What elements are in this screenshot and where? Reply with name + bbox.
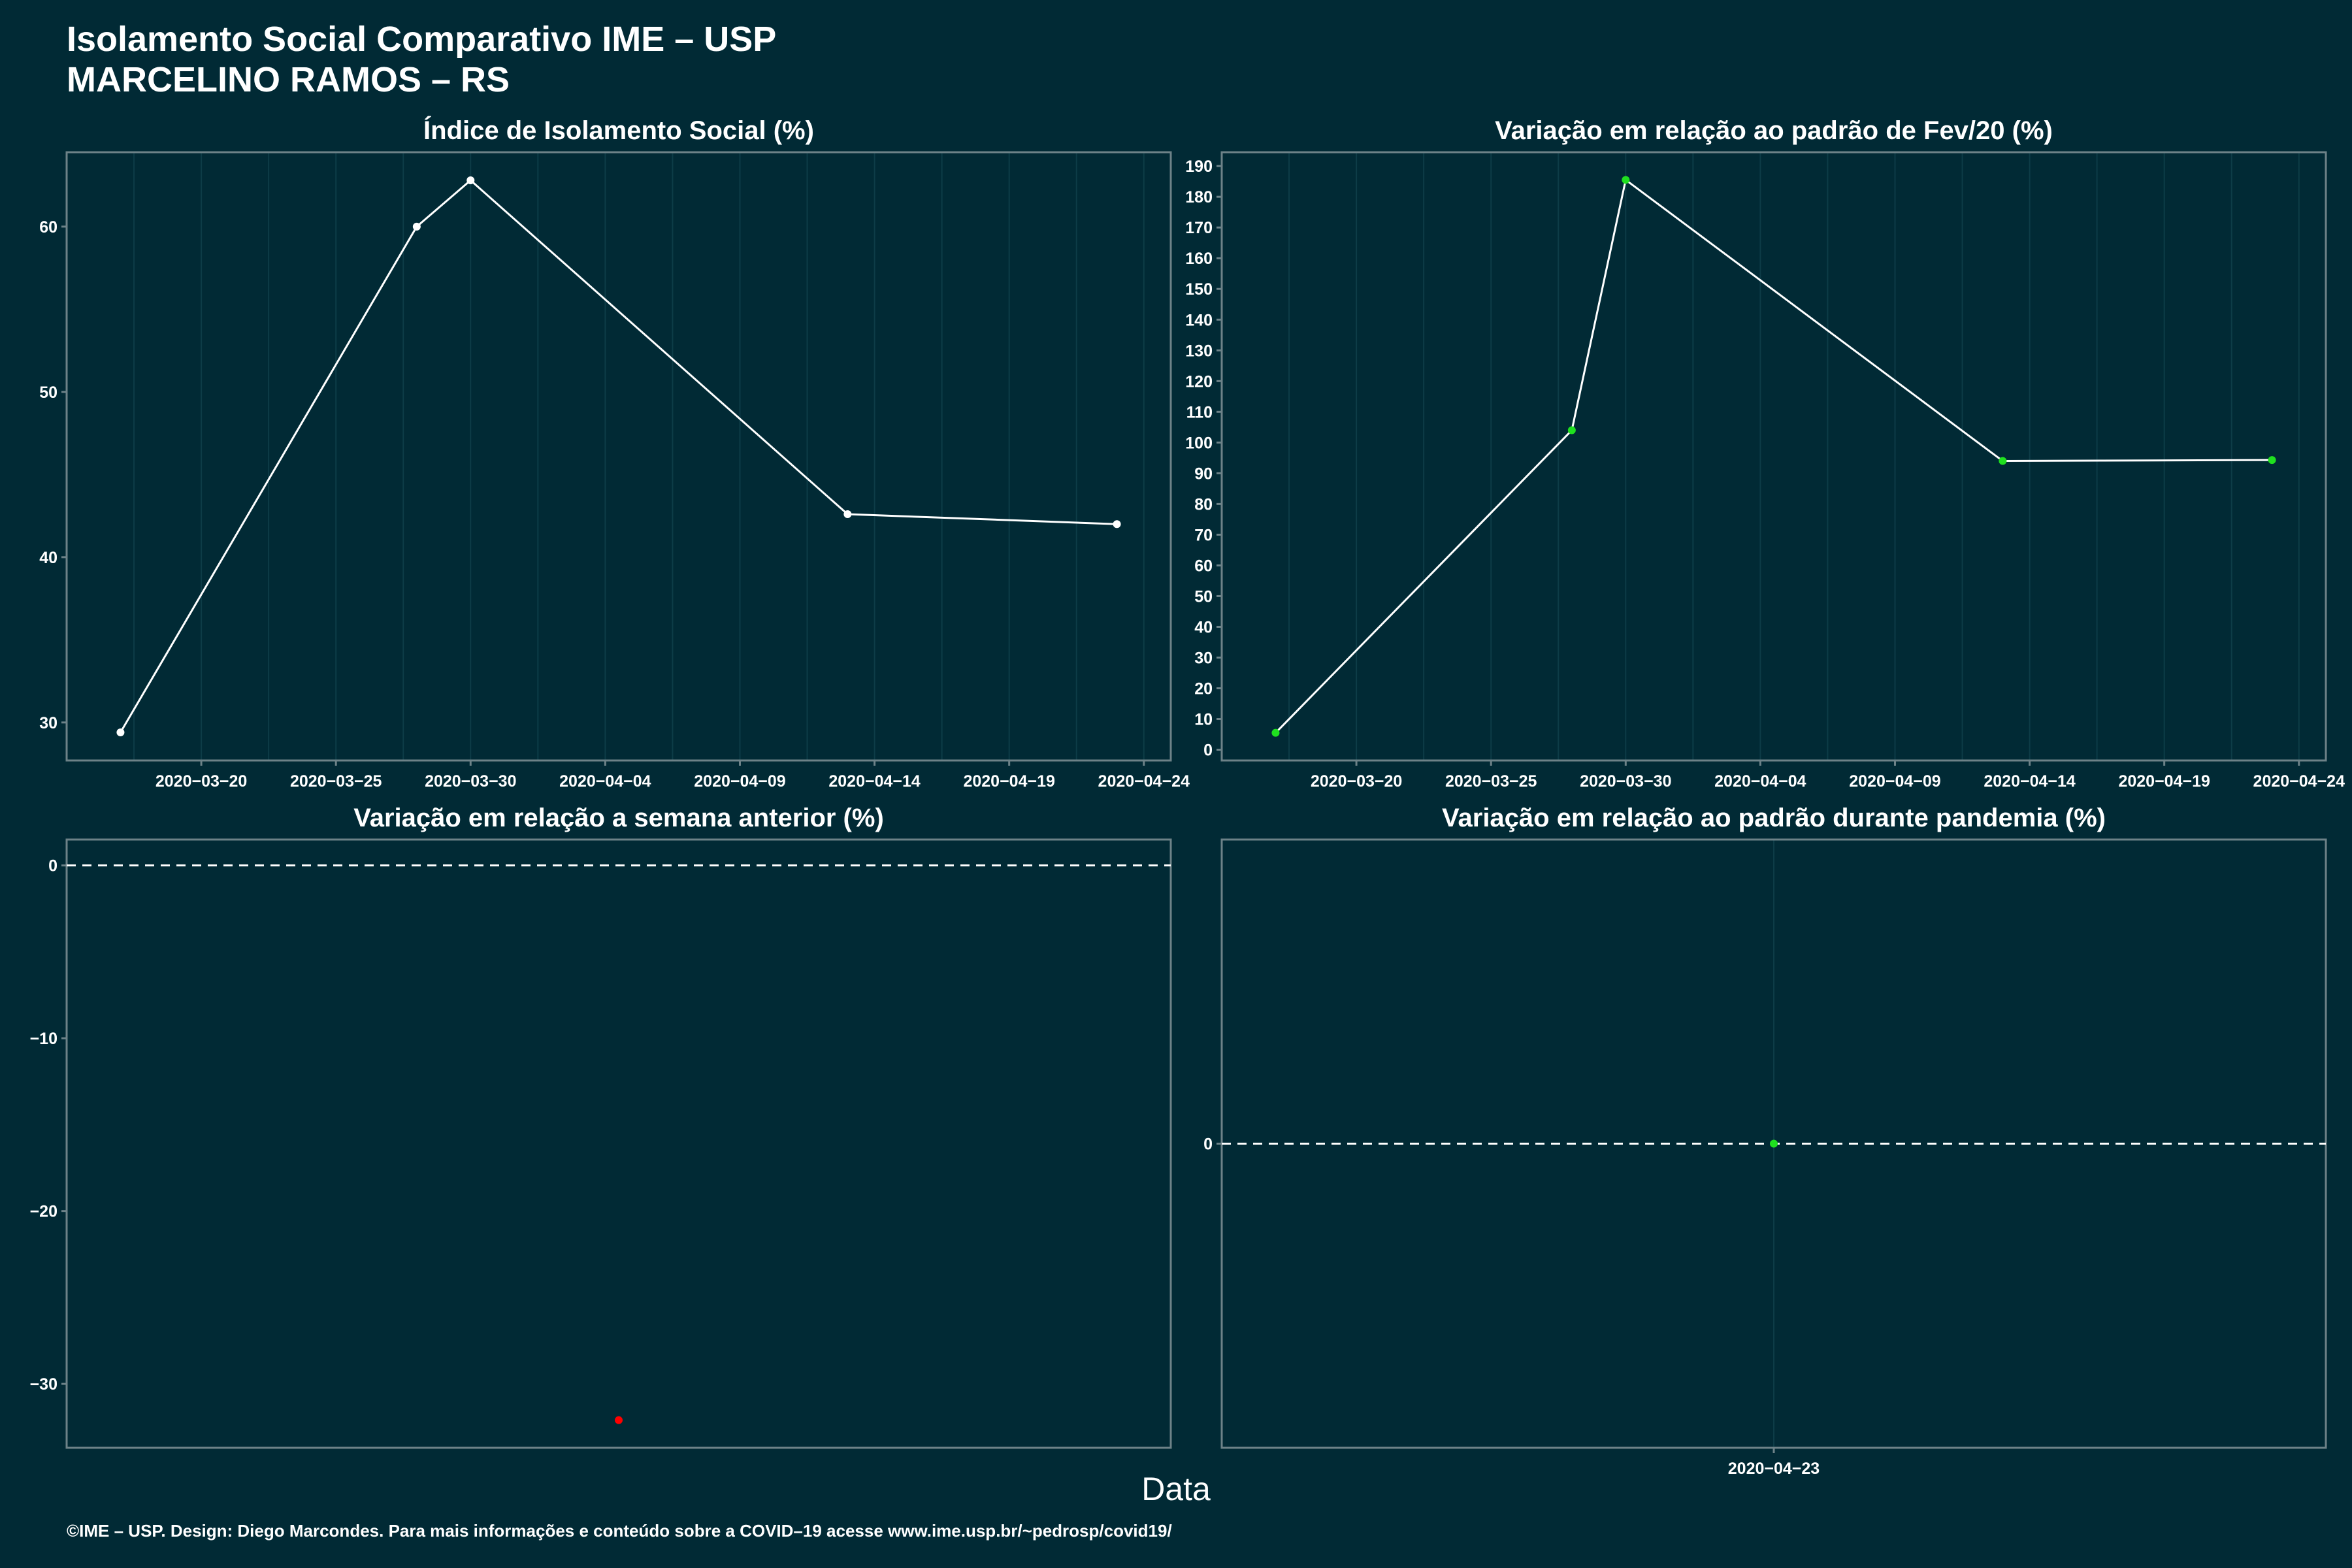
data-point xyxy=(2268,456,2276,465)
y-tick-label: 20 xyxy=(1194,680,1213,698)
y-tick-label: 140 xyxy=(1185,311,1213,329)
x-tick-label: 2020−03−20 xyxy=(1311,772,1402,791)
y-tick-label: 10 xyxy=(1194,711,1213,729)
data-point xyxy=(1271,728,1280,737)
x-tick-label: 2020−04−24 xyxy=(1098,772,1190,791)
y-tick-label: 110 xyxy=(1186,403,1213,421)
y-tick-label: 80 xyxy=(1194,495,1213,514)
data-point xyxy=(1999,457,2007,465)
x-tick-label: 2020−04−14 xyxy=(828,772,921,791)
y-tick-label: 30 xyxy=(1194,649,1213,667)
y-tick-label: 40 xyxy=(1194,618,1213,636)
panel-frame xyxy=(1220,151,2327,762)
x-tick-label: 2020−04−23 xyxy=(1728,1460,1820,1478)
x-tick-label: 2020−04−19 xyxy=(2118,772,2210,791)
x-tick-label: 2020−04−24 xyxy=(2253,772,2345,791)
y-tick-label: 70 xyxy=(1194,526,1213,544)
y-tick-label: 130 xyxy=(1185,342,1213,360)
x-tick-label: 2020−03−25 xyxy=(1445,772,1537,791)
y-tick-label: −10 xyxy=(30,1030,57,1048)
x-tick-label: 2020−04−04 xyxy=(559,772,651,791)
data-point xyxy=(466,176,475,185)
x-tick-label: 2020−03−25 xyxy=(290,772,382,791)
series-line xyxy=(120,179,1117,733)
x-tick-label: 2020−03−30 xyxy=(425,772,516,791)
data-point xyxy=(412,222,421,231)
y-tick-label: 170 xyxy=(1185,219,1213,237)
y-tick-label: 90 xyxy=(1194,465,1213,483)
panel-frame xyxy=(65,151,1172,762)
x-tick-label: 2020−04−09 xyxy=(694,772,785,791)
panel-title: Variação em relação a semana anterior (%… xyxy=(353,804,884,832)
y-tick-label: 50 xyxy=(1194,587,1213,606)
y-tick-label: 60 xyxy=(1194,557,1213,575)
x-tick-label: 2020−04−09 xyxy=(1849,772,1940,791)
footer-credits: ©IME – USP. Design: Diego Marcondes. Par… xyxy=(67,1521,1172,1541)
data-point xyxy=(843,510,852,519)
y-tick-label: 0 xyxy=(1203,742,1213,760)
y-tick-label: 180 xyxy=(1185,188,1213,206)
data-point xyxy=(116,728,125,736)
y-tick-label: 0 xyxy=(48,857,57,875)
panel-isolamento: Índice de Isolamento Social (%) 30 40 50 60 2… xyxy=(39,116,1190,791)
figure-title: Isolamento Social Comparativo IME – USP xyxy=(67,20,777,59)
series-line xyxy=(1275,178,2272,734)
x-tick-label: 2020−04−14 xyxy=(1984,772,2076,791)
y-tick-label: 30 xyxy=(39,714,57,732)
panel-title: Variação em relação ao padrão durante pa… xyxy=(1442,804,2106,832)
y-tick-label: 60 xyxy=(39,218,57,237)
y-tick-label: 150 xyxy=(1185,280,1213,299)
panel-frame xyxy=(65,838,1172,1449)
data-point xyxy=(1622,176,1630,184)
y-tick-label: 120 xyxy=(1185,372,1213,391)
y-tick-label: 40 xyxy=(39,549,57,567)
panel-pandemia: Variação em relação ao padrão durante pa… xyxy=(1203,804,2327,1478)
y-tick-label: 160 xyxy=(1185,250,1213,268)
y-tick-label: 100 xyxy=(1185,434,1213,452)
y-tick-label: −20 xyxy=(30,1203,57,1221)
y-tick-label: 0 xyxy=(1203,1135,1213,1154)
x-tick-label: 2020−04−19 xyxy=(963,772,1054,791)
panel-title: Variação em relação ao padrão de Fev/20 … xyxy=(1495,116,2053,145)
y-tick-label: −30 xyxy=(30,1375,57,1394)
data-point xyxy=(1770,1139,1778,1148)
x-tick-label: 2020−03−30 xyxy=(1580,772,1671,791)
data-point xyxy=(1113,520,1121,529)
figure-subtitle: MARCELINO RAMOS – RS xyxy=(67,60,510,99)
x-axis-label: Data xyxy=(1141,1471,1211,1507)
panel-fev20: Variação em relação ao padrão de Fev/20 … xyxy=(1185,116,2345,791)
data-point xyxy=(615,1416,623,1424)
x-tick-label: 2020−03−20 xyxy=(155,772,247,791)
panel-title: Índice de Isolamento Social (%) xyxy=(423,116,814,145)
y-tick-label: 50 xyxy=(39,384,57,402)
y-tick-label: 190 xyxy=(1185,157,1213,176)
panel-semana: Variação em relação a semana anterior (%… xyxy=(30,804,1172,1449)
data-point xyxy=(1567,426,1576,434)
x-tick-label: 2020−04−04 xyxy=(1714,772,1806,791)
